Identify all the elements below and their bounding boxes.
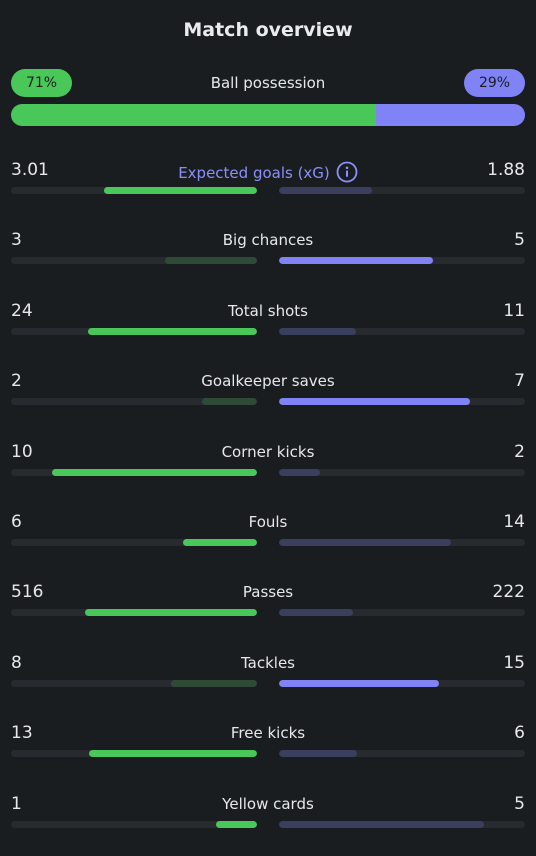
stat-row: 8 Tackles 15 [0, 653, 536, 703]
stat-label: Big chances [0, 231, 536, 249]
away-stat-bar-fill [279, 750, 357, 757]
away-value: 222 [492, 582, 525, 602]
home-stat-bar [11, 821, 257, 828]
home-value: 13 [11, 723, 33, 743]
away-stat-bar-fill [279, 539, 452, 546]
stat-label-text: Fouls [248, 513, 288, 531]
home-stat-bar-fill [171, 680, 257, 687]
away-value: 11 [503, 301, 525, 321]
away-stat-bar [279, 609, 525, 616]
stat-label: Free kicks [0, 724, 536, 742]
home-stat-bar [11, 750, 257, 757]
away-stat-bar [279, 750, 525, 757]
home-stat-bar-fill [52, 469, 257, 476]
possession-label: Ball possession [210, 74, 326, 92]
home-stat-bar [11, 609, 257, 616]
home-stat-bar [11, 257, 257, 264]
away-value: 5 [514, 794, 525, 814]
home-stat-bar-fill [88, 750, 257, 757]
away-stat-bar-fill [279, 469, 321, 476]
home-value: 1 [11, 794, 22, 814]
home-value: 6 [11, 512, 22, 532]
stat-row: 2 Goalkeeper saves 7 [0, 371, 536, 421]
stat-row: 1 Yellow cards 5 [0, 794, 536, 844]
stat-label: Corner kicks [0, 443, 536, 461]
stat-label-text: Passes [242, 583, 294, 601]
stat-row: 3.01 Expected goals (xG) 1.88 [0, 160, 536, 210]
home-stat-bar [11, 187, 257, 194]
away-stat-bar [279, 257, 525, 264]
away-stat-bar [279, 821, 525, 828]
home-stat-bar [11, 328, 257, 335]
stat-label-text: Corner kicks [221, 443, 315, 461]
away-stat-bar [279, 469, 525, 476]
away-value: 5 [514, 230, 525, 250]
stat-row: 6 Fouls 14 [0, 512, 536, 562]
stat-label: Yellow cards [0, 795, 536, 813]
stat-label-text: Yellow cards [222, 795, 314, 813]
away-value: 2 [514, 442, 525, 462]
home-value: 8 [11, 653, 22, 673]
stat-row: 24 Total shots 11 [0, 301, 536, 351]
home-stat-bar-fill [202, 398, 257, 405]
home-possession-badge: 71% [11, 69, 72, 97]
stat-label-text: Free kicks [230, 724, 306, 742]
home-value: 24 [11, 301, 33, 321]
away-value: 7 [514, 371, 525, 391]
home-stat-bar-fill [88, 328, 257, 335]
possession-bar [11, 104, 525, 126]
stat-label: Goalkeeper saves [0, 372, 536, 390]
stat-label: Tackles [0, 654, 536, 672]
home-stat-bar [11, 539, 257, 546]
away-stat-bar [279, 680, 525, 687]
away-stat-bar [279, 539, 525, 546]
possession-bar-away [375, 104, 525, 126]
home-value: 3 [11, 230, 22, 250]
home-stat-bar [11, 680, 257, 687]
home-stat-bar [11, 469, 257, 476]
away-possession-badge: 29% [464, 69, 525, 97]
away-value: 1.88 [487, 160, 525, 180]
stat-row: 516 Passes 222 [0, 582, 536, 632]
home-stat-bar-fill [183, 539, 257, 546]
away-stat-bar [279, 328, 525, 335]
stat-row: 10 Corner kicks 2 [0, 442, 536, 492]
home-value: 10 [11, 442, 33, 462]
stat-label[interactable]: Expected goals (xG) [0, 161, 536, 183]
home-value: 3.01 [11, 160, 49, 180]
away-stat-bar-fill [279, 328, 357, 335]
away-value: 14 [503, 512, 525, 532]
info-icon[interactable] [336, 161, 358, 183]
away-stat-bar-fill [279, 609, 354, 616]
away-stat-bar-fill [279, 257, 433, 264]
possession-bar-home [11, 104, 376, 126]
away-stat-bar [279, 398, 525, 405]
stat-row: 3 Big chances 5 [0, 230, 536, 280]
away-stat-bar-fill [279, 398, 471, 405]
panel-title: Match overview [183, 19, 353, 41]
away-stat-bar-fill [279, 680, 440, 687]
away-value: 6 [514, 723, 525, 743]
home-value: 2 [11, 371, 22, 391]
stat-label: Fouls [0, 513, 536, 531]
stat-label-text: Total shots [228, 302, 308, 320]
home-stat-bar [11, 398, 257, 405]
home-stat-bar-fill [215, 821, 257, 828]
stat-label-text: Expected goals (xG) [178, 164, 330, 182]
home-stat-bar-fill [104, 187, 257, 194]
away-value: 15 [503, 653, 525, 673]
home-value: 516 [11, 582, 44, 602]
stat-row: 13 Free kicks 6 [0, 723, 536, 773]
stat-label: Passes [0, 583, 536, 601]
home-stat-bar-fill [85, 609, 257, 616]
away-stat-bar-fill [279, 187, 373, 194]
away-stat-bar-fill [279, 821, 484, 828]
stat-label-text: Tackles [240, 654, 296, 672]
stat-label: Total shots [0, 302, 536, 320]
stat-label-text: Goalkeeper saves [201, 372, 335, 390]
away-stat-bar [279, 187, 525, 194]
home-stat-bar-fill [164, 257, 257, 264]
stat-label-text: Big chances [222, 231, 314, 249]
